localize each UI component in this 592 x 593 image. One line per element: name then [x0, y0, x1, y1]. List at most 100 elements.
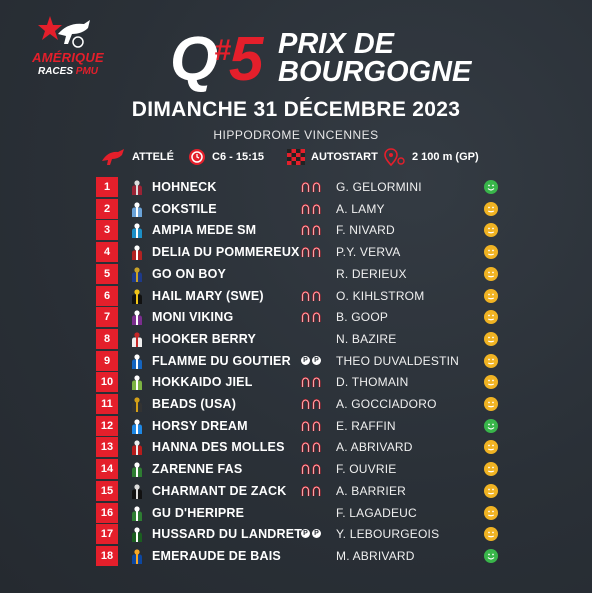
horseshoe-icon	[301, 377, 310, 388]
no-shoe-icon: P	[301, 529, 310, 539]
runner-row: 9 FLAMME DU GOUTIER P P THEO DUVALDESTIN	[96, 350, 506, 371]
form-indicator-icon	[484, 527, 498, 542]
checkered-flag-icon	[287, 149, 305, 165]
brand-line2: RACES PMU	[37, 66, 99, 77]
form-indicator-icon	[484, 440, 498, 455]
runner-row: 3 AMPIA MEDE SM F. NIVARD	[96, 220, 506, 241]
driver-name: THEO DUVALDESTIN	[336, 353, 459, 368]
runner-number: 17	[96, 524, 118, 545]
horseshoe-icon	[312, 485, 321, 496]
race-date: DIMANCHE 31 DÉCEMBRE 2023	[131, 98, 461, 121]
driver-name: G. GELORMINI	[336, 180, 422, 194]
horseshoe-icon	[312, 377, 321, 388]
driver-name: E. RAFFIN	[336, 418, 396, 433]
horseshoe-icon	[312, 442, 321, 453]
runner-row: 6 HAIL MARY (SWE) O. KIHLSTROM	[96, 285, 506, 306]
driver-name: N. BAZIRE	[336, 331, 397, 346]
horseshoe-icon	[301, 247, 310, 258]
runner-number: 2	[96, 198, 118, 219]
horse-name: GO ON BOY	[152, 266, 227, 281]
shoeing-status	[301, 247, 321, 258]
jockey-silk-icon	[132, 397, 142, 412]
horse-name: AMPIA MEDE SM	[152, 223, 257, 238]
jockey-silk-icon	[132, 462, 142, 478]
horseshoe-icon	[301, 442, 310, 453]
horseshoe-icon	[301, 203, 310, 214]
jockey-silk-icon	[132, 310, 142, 326]
form-indicator-icon	[484, 548, 498, 563]
form-indicator-icon	[484, 397, 498, 411]
horseshoe-icon	[301, 312, 310, 323]
form-indicator-icon	[484, 483, 498, 498]
no-shoe-icon: P	[301, 355, 310, 365]
horse-name: DELIA DU POMMEREUX	[152, 245, 300, 260]
brand-line1: AMÉRIQUE	[32, 50, 104, 65]
runner-number: 9	[96, 350, 118, 371]
shoeing-status	[301, 420, 321, 431]
runner-number: 4	[96, 242, 118, 263]
driver-name: A. LAMY	[336, 201, 385, 216]
jockey-silk-icon	[132, 245, 142, 261]
runner-number: 1	[96, 177, 118, 197]
shoeing-status	[301, 182, 321, 192]
shoeing-status	[301, 399, 321, 409]
runner-row: 5 GO ON BOY R. DERIEUX	[96, 263, 506, 284]
form-indicator-icon	[484, 288, 498, 303]
horseshoe-icon	[301, 399, 310, 409]
race-code-info: C6 - 15:15	[188, 148, 264, 166]
horseshoe-icon	[312, 399, 321, 409]
runner-row: 1 HOHNECK G. GELORMINI	[96, 177, 506, 197]
runner-number: 7	[96, 307, 118, 328]
horseshoe-icon	[301, 485, 310, 496]
driver-name: A. BARRIER	[336, 483, 407, 498]
jockey-silk-icon	[132, 505, 142, 521]
runner-row: 11 BEADS (USA) A. GOCCIADORO	[96, 394, 506, 414]
horse-star-icon	[38, 16, 90, 48]
runner-number: 12	[96, 415, 118, 436]
form-indicator-icon	[484, 331, 498, 346]
runner-row: 8 HOOKER BERRY N. BAZIRE	[96, 328, 506, 349]
shoeing-status	[301, 485, 321, 496]
jockey-silk-icon	[132, 375, 142, 391]
driver-name: A. ABRIVARD	[336, 440, 413, 455]
runner-row: 13 HANNA DES MOLLES A. ABRIVARD	[96, 437, 506, 458]
runner-number: 3	[96, 220, 118, 241]
jockey-silk-icon	[132, 180, 142, 195]
driver-name: Y. LEBOURGEOIS	[336, 527, 440, 542]
runner-row: 12 HORSY DREAM E. RAFFIN	[96, 415, 506, 436]
horse-name: FLAMME DU GOUTIER	[152, 353, 291, 368]
runner-row: 18 EMERAUDE DE BAIS M. ABRIVARD	[96, 545, 506, 566]
horse-name: HORSY DREAM	[152, 418, 248, 433]
jockey-silk-icon	[132, 288, 142, 304]
runner-number: 11	[96, 394, 118, 414]
shoeing-status	[301, 442, 321, 453]
form-indicator-icon	[484, 266, 498, 281]
race-title: PRIX DE BOURGOGNE	[278, 28, 472, 88]
horseshoe-icon	[312, 225, 321, 236]
runner-row: 15 CHARMANT DE ZACK A. BARRIER	[96, 480, 506, 501]
race-number: Q # 5	[170, 28, 263, 91]
runner-number: 13	[96, 437, 118, 458]
jockey-silk-icon	[132, 353, 142, 369]
brand-logo: AMÉRIQUE RACES PMU	[22, 14, 114, 84]
horse-name: COKSTILE	[152, 201, 217, 216]
runner-row: 14 ZARENNE FAS F. OUVRIE	[96, 459, 506, 480]
horse-name: HUSSARD DU LANDRET	[152, 527, 303, 542]
driver-name: M. ABRIVARD	[336, 548, 415, 563]
runner-number: 8	[96, 328, 118, 349]
distance-info: 2 100 m (GP)	[384, 148, 479, 166]
jockey-silk-icon	[132, 267, 142, 282]
shoeing-status	[301, 464, 321, 475]
runner-number: 16	[96, 502, 118, 523]
horseshoe-icon	[301, 225, 310, 236]
horseshoe-icon	[301, 420, 310, 431]
driver-name: R. DERIEUX	[336, 266, 407, 281]
horseshoe-icon	[312, 464, 321, 475]
runner-row: 10 HOKKAIDO JIEL D. THOMAIN	[96, 372, 506, 393]
form-indicator-icon	[484, 245, 498, 260]
runner-row: 7 MONI VIKING B. GOOP	[96, 307, 506, 328]
jockey-silk-icon	[132, 527, 142, 543]
location-pin-icon	[384, 148, 405, 166]
